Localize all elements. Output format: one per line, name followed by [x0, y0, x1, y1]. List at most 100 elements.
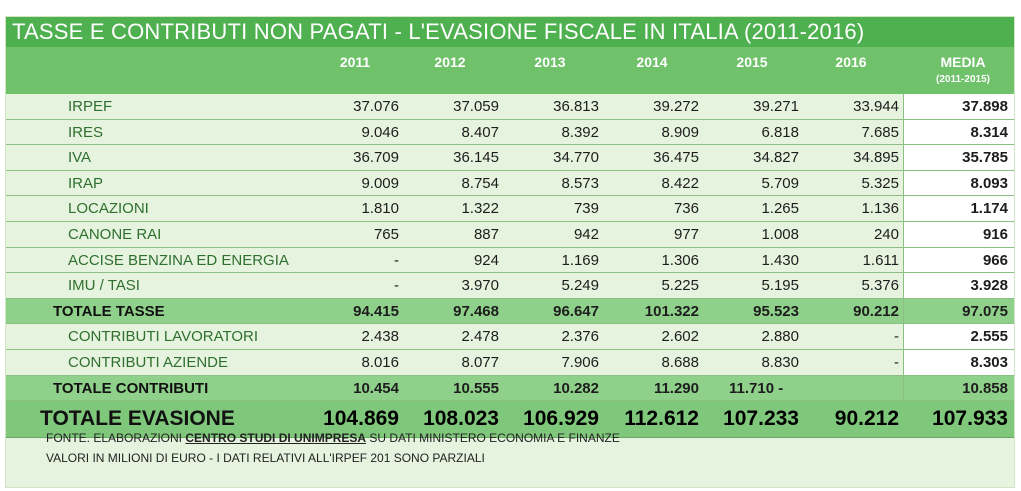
cell-value: 94.415 — [353, 302, 399, 320]
cell-value: 736 — [673, 200, 699, 218]
row-label: IRES — [68, 123, 104, 141]
year-header: 2015 — [736, 54, 768, 70]
media-value: 2.555 — [970, 328, 1008, 346]
media-value: 3.928 — [970, 277, 1008, 295]
cell-value: 5.325 — [861, 174, 899, 192]
cell-value: 36.709 — [353, 149, 399, 167]
table-title: TASSE E CONTRIBUTI NON PAGATI - L'EVASIO… — [6, 17, 1014, 47]
cell-value: 107.233 — [723, 407, 799, 431]
cell-value: 9.046 — [361, 123, 399, 141]
cell-value: 1.430 — [761, 251, 799, 269]
cell-value: 10.282 — [553, 379, 599, 397]
table-row: IMU / TASI - 3.970 5.249 5.225 5.195 5.3… — [6, 273, 1014, 299]
media-label: MEDIA — [940, 54, 986, 70]
table-row: IRPEF 37.076 37.059 36.813 39.272 39.271… — [6, 94, 1014, 120]
cell-value: 1.810 — [361, 200, 399, 218]
cell-value: 90.212 — [834, 407, 899, 431]
cell-value: 9.009 — [361, 174, 399, 192]
cell-value: 39.272 — [653, 98, 699, 115]
cell-value: 7.906 — [561, 353, 599, 371]
row-label: TOTALE TASSE — [53, 302, 165, 320]
cell-value: 37.059 — [453, 98, 499, 115]
cell-value: 36.813 — [553, 98, 599, 115]
table-row: ACCISE BENZINA ED ENERGIA - 924 1.169 1.… — [6, 247, 1014, 274]
cell-value: 36.475 — [653, 149, 699, 167]
cell-value: 2.376 — [561, 328, 599, 346]
table-row: LOCAZIONI 1.810 1.322 739 736 1.265 1.13… — [6, 196, 1014, 222]
cell-value: 2.602 — [661, 328, 699, 346]
year-header: 2012 — [434, 54, 466, 70]
cell-value: - — [394, 251, 399, 269]
source-note: FONTE. ELABORAZIONI CENTRO STUDI DI UNIM… — [46, 428, 620, 468]
year-header: 2011 — [339, 54, 371, 70]
total-evasione-row: TOTALE EVASIONE 104.869 108.023 106.929 … — [6, 401, 1014, 439]
cell-value: 240 — [873, 225, 899, 243]
cell-value: 8.573 — [561, 174, 599, 192]
media-value: 1.174 — [970, 200, 1008, 218]
row-label: IVA — [68, 149, 92, 167]
total-contributi-row: TOTALE CONTRIBUTI 10.454 10.555 10.282 1… — [6, 375, 1014, 402]
row-label: TOTALE CONTRIBUTI — [53, 379, 209, 397]
cell-value: 1.169 — [561, 251, 599, 269]
row-label: IMU / TASI — [68, 277, 140, 295]
media-value: 916 — [982, 225, 1008, 243]
cell-value: 101.322 — [644, 302, 699, 320]
table-row: IRAP 9.009 8.754 8.573 8.422 5.709 5.325… — [6, 170, 1014, 197]
cell-value: 1.611 — [862, 251, 899, 269]
row-label: ACCISE BENZINA ED ENERGIA — [68, 251, 289, 269]
cell-value: 112.612 — [624, 407, 699, 431]
cell-value: 8.909 — [661, 123, 699, 141]
row-label: LOCAZIONI — [68, 200, 149, 218]
cell-value: 11.290 — [653, 379, 699, 397]
cell-value: 37.076 — [353, 98, 399, 115]
cell-value: - — [894, 353, 899, 371]
cell-value: 11.710 - — [729, 379, 784, 397]
media-value: 8.093 — [970, 174, 1008, 192]
cell-value: 1.008 — [761, 225, 799, 243]
cell-value: 1.136 — [861, 200, 899, 218]
cell-value: 2.880 — [761, 328, 799, 346]
cell-value: 2.478 — [461, 328, 499, 346]
cell-value: 7.685 — [861, 123, 899, 141]
row-label: IRPEF — [68, 98, 113, 115]
cell-value: 5.249 — [561, 277, 599, 295]
cell-value: 36.145 — [453, 149, 499, 167]
cell-value: 924 — [473, 251, 499, 269]
cell-value: 90.212 — [853, 302, 899, 320]
cell-value: 977 — [673, 225, 699, 243]
cell-value: 1.322 — [461, 200, 499, 218]
media-value: 8.314 — [970, 123, 1008, 141]
header-row: 2011 2012 2013 2014 2015 2016 MEDIA (201… — [6, 47, 1014, 94]
units-note: VALORI IN MILIONI DI EURO - I DATI RELAT… — [46, 451, 485, 465]
source-suffix: SU DATI MINISTERO ECONOMIA E FINANZE — [366, 431, 620, 445]
cell-value: 739 — [573, 200, 599, 218]
source-line: FONTE. ELABORAZIONI CENTRO STUDI DI UNIM… — [46, 428, 620, 448]
media-value: 35.785 — [962, 149, 1008, 167]
cell-value: 10.555 — [453, 379, 499, 397]
source-prefix: FONTE. ELABORAZIONI — [46, 431, 186, 445]
cell-value: 108.023 — [423, 407, 499, 431]
cell-value: 39.271 — [753, 98, 799, 115]
cell-value: 8.830 — [761, 353, 799, 371]
cell-value: - — [394, 277, 399, 295]
table-row: CONTRIBUTI LAVORATORI 2.438 2.478 2.376 … — [6, 324, 1014, 350]
cell-value: 8.392 — [561, 123, 599, 141]
cell-value: 33.944 — [853, 98, 899, 115]
cell-value: 1.265 — [761, 200, 799, 218]
year-header: 2014 — [636, 54, 668, 70]
cell-value: 5.709 — [761, 174, 799, 192]
year-header: 2016 — [835, 54, 867, 70]
cell-value: 5.225 — [661, 277, 699, 295]
media-value: 966 — [982, 251, 1008, 269]
table-row: CONTRIBUTI AZIENDE 8.016 8.077 7.906 8.6… — [6, 349, 1014, 376]
cell-value: 2.438 — [361, 328, 399, 346]
media-sub-label: (2011-2015) — [936, 74, 990, 85]
cell-value: 8.422 — [661, 174, 699, 192]
row-label: IRAP — [68, 174, 104, 192]
media-value: 8.303 — [970, 353, 1008, 371]
row-label: CANONE RAI — [68, 225, 162, 243]
media-header: MEDIA (2011-2015) — [918, 54, 1008, 85]
row-label: CONTRIBUTI AZIENDE — [68, 353, 229, 371]
cell-value: 942 — [573, 225, 599, 243]
media-value: 107.933 — [932, 407, 1008, 431]
